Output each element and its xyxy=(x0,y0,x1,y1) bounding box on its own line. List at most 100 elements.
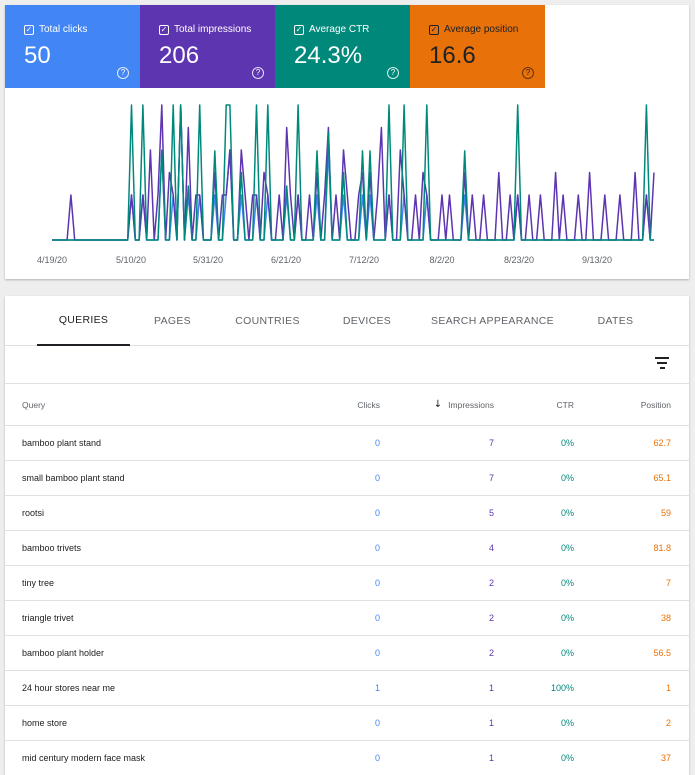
cell-impressions: 5 xyxy=(488,508,494,518)
metric-average-position-label: ✓ Average position xyxy=(429,24,518,35)
cell-position: 59 xyxy=(660,508,671,518)
x-tick-label: 6/21/20 xyxy=(271,255,301,265)
metric-total-impressions-label: ✓ Total impressions xyxy=(159,24,251,35)
checkbox-checked-icon[interactable]: ✓ xyxy=(429,24,439,35)
table-toolbar xyxy=(5,346,689,384)
tab-queries[interactable]: QUERIES xyxy=(37,296,130,346)
metric-label-text: Total clicks xyxy=(39,24,88,35)
metric-toggles: ✓ Total clicks 50 ? ✓ Total impressions … xyxy=(5,5,545,88)
cell-ctr: 100% xyxy=(550,683,574,693)
help-icon[interactable]: ? xyxy=(387,67,399,79)
cell-ctr: 0% xyxy=(560,578,574,588)
metric-total-clicks-value: 50 xyxy=(24,42,51,69)
cell-impressions: 7 xyxy=(488,438,494,448)
x-tick-label: 7/12/20 xyxy=(349,255,379,265)
metric-average-position[interactable]: ✓ Average position 16.6 ? xyxy=(410,5,545,88)
metric-average-ctr[interactable]: ✓ Average CTR 24.3% ? xyxy=(275,5,410,88)
performance-line-chart[interactable]: 4/19/20 5/10/20 5/31/20 6/21/20 7/12/20 8/2/2… xyxy=(5,95,689,275)
chart-series-group xyxy=(52,104,655,241)
metric-total-impressions-value: 206 xyxy=(159,42,200,69)
cell-position: 7 xyxy=(665,578,671,588)
metric-average-ctr-value: 24.3% xyxy=(294,42,363,69)
table-row[interactable]: rootsi 0 5 0% 59 xyxy=(5,496,689,531)
queries-table-card: QUERIES PAGES COUNTRIES DEVICES SEARCH A… xyxy=(5,296,689,775)
cell-ctr: 0% xyxy=(560,753,574,763)
checkbox-checked-icon[interactable]: ✓ xyxy=(24,24,34,35)
cell-clicks: 0 xyxy=(374,753,380,763)
cell-query: home store xyxy=(22,718,68,728)
x-tick-label: 8/23/20 xyxy=(504,255,534,265)
metric-label-text: Average CTR xyxy=(309,24,370,35)
cell-position: 38 xyxy=(660,613,671,623)
table-header: Query Clicks ↓ Impressions CTR Position xyxy=(5,384,689,426)
x-tick-label: 9/13/20 xyxy=(582,255,612,265)
checkbox-checked-icon[interactable]: ✓ xyxy=(159,24,169,35)
cell-clicks: 1 xyxy=(374,683,380,693)
table-row[interactable]: bamboo trivets 0 4 0% 81.8 xyxy=(5,531,689,566)
table-body: bamboo plant stand 0 7 0% 62.7 small bam… xyxy=(5,426,689,775)
column-header-impressions[interactable]: ↓ Impressions xyxy=(434,384,494,425)
table-row[interactable]: mid century modern face mask 0 1 0% 37 xyxy=(5,741,689,775)
x-tick-label: 5/31/20 xyxy=(193,255,223,265)
table-row[interactable]: bamboo plant holder 0 2 0% 56.5 xyxy=(5,636,689,671)
cell-position: 37 xyxy=(660,753,671,763)
cell-clicks: 0 xyxy=(374,718,380,728)
tab-countries[interactable]: COUNTRIES xyxy=(235,315,300,327)
column-header-impressions-label: Impressions xyxy=(448,399,494,410)
table-row[interactable]: bamboo plant stand 0 7 0% 62.7 xyxy=(5,426,689,461)
cell-clicks: 0 xyxy=(374,508,380,518)
checkbox-checked-icon[interactable]: ✓ xyxy=(294,24,304,35)
cell-ctr: 0% xyxy=(560,473,574,483)
performance-chart-card: ✓ Total clicks 50 ? ✓ Total impressions … xyxy=(5,5,689,279)
cell-position: 81.8 xyxy=(653,543,671,553)
metric-total-clicks-label: ✓ Total clicks xyxy=(24,24,87,35)
cell-ctr: 0% xyxy=(560,543,574,553)
tab-dates[interactable]: DATES xyxy=(597,315,634,327)
dimension-tabs: QUERIES PAGES COUNTRIES DEVICES SEARCH A… xyxy=(5,296,689,346)
cell-ctr: 0% xyxy=(560,613,574,623)
column-header-position[interactable]: Position xyxy=(640,399,671,410)
metric-total-clicks[interactable]: ✓ Total clicks 50 ? xyxy=(5,5,140,88)
sort-descending-icon: ↓ xyxy=(433,399,443,410)
cell-ctr: 0% xyxy=(560,508,574,518)
cell-impressions: 2 xyxy=(488,578,494,588)
cell-position: 62.7 xyxy=(653,438,671,448)
help-icon[interactable]: ? xyxy=(522,67,534,79)
cell-query: triangle trivet xyxy=(22,613,74,623)
metric-total-impressions[interactable]: ✓ Total impressions 206 ? xyxy=(140,5,275,88)
table-row[interactable]: small bamboo plant stand 0 7 0% 65.1 xyxy=(5,461,689,496)
column-header-query[interactable]: Query xyxy=(22,399,46,410)
metric-average-position-value: 16.6 xyxy=(429,42,476,69)
column-header-ctr[interactable]: CTR xyxy=(556,399,574,410)
table-row[interactable]: triangle trivet 0 2 0% 38 xyxy=(5,601,689,636)
cell-impressions: 1 xyxy=(488,753,494,763)
cell-query: bamboo trivets xyxy=(22,543,82,553)
cell-clicks: 0 xyxy=(374,578,380,588)
cell-query: rootsi xyxy=(22,508,45,518)
tab-devices[interactable]: DEVICES xyxy=(342,315,392,327)
table-row[interactable]: 24 hour stores near me 1 1 100% 1 xyxy=(5,671,689,706)
cell-impressions: 1 xyxy=(488,683,494,693)
help-icon[interactable]: ? xyxy=(252,67,264,79)
cell-query: bamboo plant holder xyxy=(22,648,105,658)
metric-average-ctr-label: ✓ Average CTR xyxy=(294,24,369,35)
cell-ctr: 0% xyxy=(560,648,574,658)
cell-clicks: 0 xyxy=(374,648,380,658)
filter-icon[interactable] xyxy=(655,357,669,369)
cell-impressions: 7 xyxy=(488,473,494,483)
cell-position: 56.5 xyxy=(653,648,671,658)
help-icon[interactable]: ? xyxy=(117,67,129,79)
tab-search-appearance[interactable]: SEARCH APPEARANCE xyxy=(431,315,554,327)
table-row[interactable]: tiny tree 0 2 0% 7 xyxy=(5,566,689,601)
tab-pages[interactable]: PAGES xyxy=(154,315,191,327)
chart-x-ticks: 4/19/20 5/10/20 5/31/20 6/21/20 7/12/20 8/2/2… xyxy=(37,255,612,265)
cell-position: 1 xyxy=(665,683,671,693)
column-header-clicks[interactable]: Clicks xyxy=(357,399,380,410)
cell-query: mid century modern face mask xyxy=(22,753,146,763)
cell-ctr: 0% xyxy=(560,718,574,728)
cell-position: 65.1 xyxy=(653,473,671,483)
cell-position: 2 xyxy=(665,718,671,728)
cell-query: bamboo plant stand xyxy=(22,438,102,448)
metric-label-text: Total impressions xyxy=(174,24,252,35)
table-row[interactable]: home store 0 1 0% 2 xyxy=(5,706,689,741)
